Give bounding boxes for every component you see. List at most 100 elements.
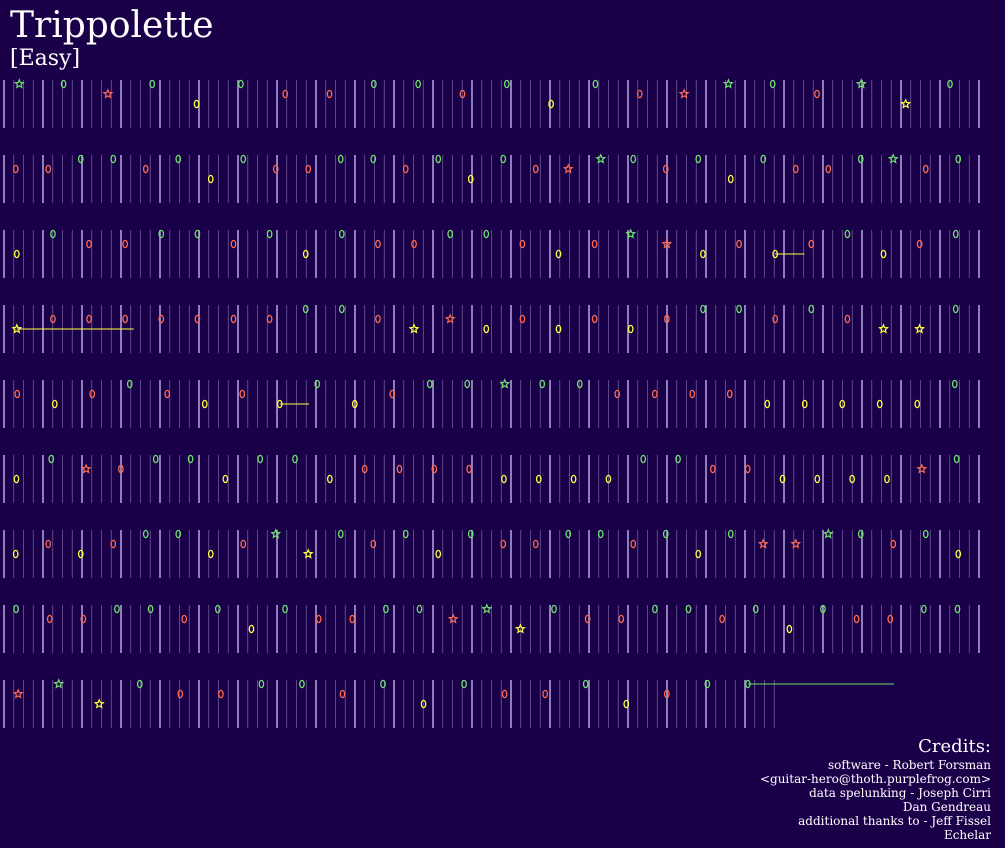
note-green <box>380 679 386 689</box>
note-yellow <box>467 174 474 184</box>
track-row <box>3 153 980 203</box>
note-green <box>338 304 345 314</box>
note-yellow <box>623 699 630 709</box>
note-yellow <box>326 474 333 484</box>
star-note <box>302 548 314 559</box>
credit-data-spelunking: data spelunking - Joseph Cirri <box>809 786 991 800</box>
credit-email: <guitar-hero@thoth.purplefrog.com> <box>759 772 991 786</box>
note-yellow <box>605 474 612 484</box>
note-red <box>396 464 403 474</box>
note-yellow <box>420 699 427 709</box>
note-yellow <box>12 549 19 559</box>
star-note <box>790 538 802 549</box>
note-red <box>272 164 279 174</box>
note-green <box>704 679 711 689</box>
note-green <box>194 229 201 239</box>
note-red <box>736 239 742 249</box>
note-yellow <box>276 399 283 409</box>
note-green <box>152 454 159 464</box>
note-green <box>752 604 759 614</box>
note-red <box>45 164 52 174</box>
star-note <box>102 88 114 99</box>
note-yellow <box>535 474 542 484</box>
credits-block: Credits: software - Robert Forsman <guit… <box>760 736 991 842</box>
note-red <box>164 389 171 399</box>
note-red <box>402 164 409 174</box>
note-red <box>194 314 201 324</box>
note-red <box>591 239 598 249</box>
note-yellow <box>555 249 562 259</box>
note-yellow <box>435 549 442 559</box>
note-green <box>662 529 669 539</box>
note-green <box>370 154 377 164</box>
note-green <box>175 154 182 164</box>
note-green <box>700 304 706 314</box>
note-red <box>792 164 799 174</box>
note-green <box>952 304 959 314</box>
note-yellow <box>207 549 214 559</box>
note-green <box>597 529 604 539</box>
difficulty-label: [Easy] <box>10 46 81 71</box>
note-yellow <box>351 399 358 409</box>
note-red <box>282 89 289 99</box>
star-note <box>514 623 526 634</box>
note-red <box>177 689 184 699</box>
star-note <box>625 228 637 239</box>
note-green <box>736 304 742 314</box>
note-yellow <box>880 249 887 259</box>
star-note <box>270 528 282 539</box>
note-red <box>110 539 117 549</box>
note-yellow <box>193 99 200 109</box>
note-yellow <box>779 474 786 484</box>
star-note <box>900 98 912 109</box>
note-green <box>77 154 84 164</box>
star-note <box>499 378 511 389</box>
note-red <box>887 614 894 624</box>
note-yellow <box>801 399 808 409</box>
note-red <box>719 614 725 624</box>
note-green <box>60 79 67 89</box>
note-green <box>314 379 321 389</box>
note-green <box>240 154 247 164</box>
note-red <box>630 539 637 549</box>
note-green <box>136 679 143 689</box>
note-yellow <box>849 474 856 484</box>
note-red <box>614 389 621 399</box>
track-row <box>3 678 895 728</box>
note-yellow <box>839 399 846 409</box>
note-yellow <box>483 324 490 334</box>
note-red <box>772 314 779 324</box>
note-green <box>857 154 864 164</box>
note-red <box>315 614 322 624</box>
star-note <box>13 78 25 89</box>
note-red <box>339 689 346 699</box>
note-red <box>519 314 526 324</box>
note-green <box>808 304 815 314</box>
note-green <box>426 379 433 389</box>
note-green <box>149 79 156 89</box>
note-red <box>663 314 670 324</box>
note-red <box>744 464 751 474</box>
note-green <box>114 604 120 614</box>
song-title: Trippolette <box>10 5 214 46</box>
note-green <box>727 529 734 539</box>
note-red <box>431 464 438 474</box>
note-green <box>461 679 467 689</box>
note-red <box>519 239 526 249</box>
note-yellow <box>764 399 771 409</box>
star-note <box>661 238 673 249</box>
note-green <box>258 679 265 689</box>
note-green <box>338 229 345 239</box>
note-red <box>80 614 87 624</box>
star-note <box>678 88 690 99</box>
note-red <box>122 239 129 249</box>
note-red <box>636 89 643 99</box>
note-red <box>411 239 417 249</box>
note-red <box>45 539 52 549</box>
note-red <box>326 89 333 99</box>
note-green <box>820 604 826 614</box>
note-yellow <box>786 624 793 634</box>
note-red <box>532 539 539 549</box>
note-red <box>218 689 224 699</box>
track-row <box>3 454 980 503</box>
